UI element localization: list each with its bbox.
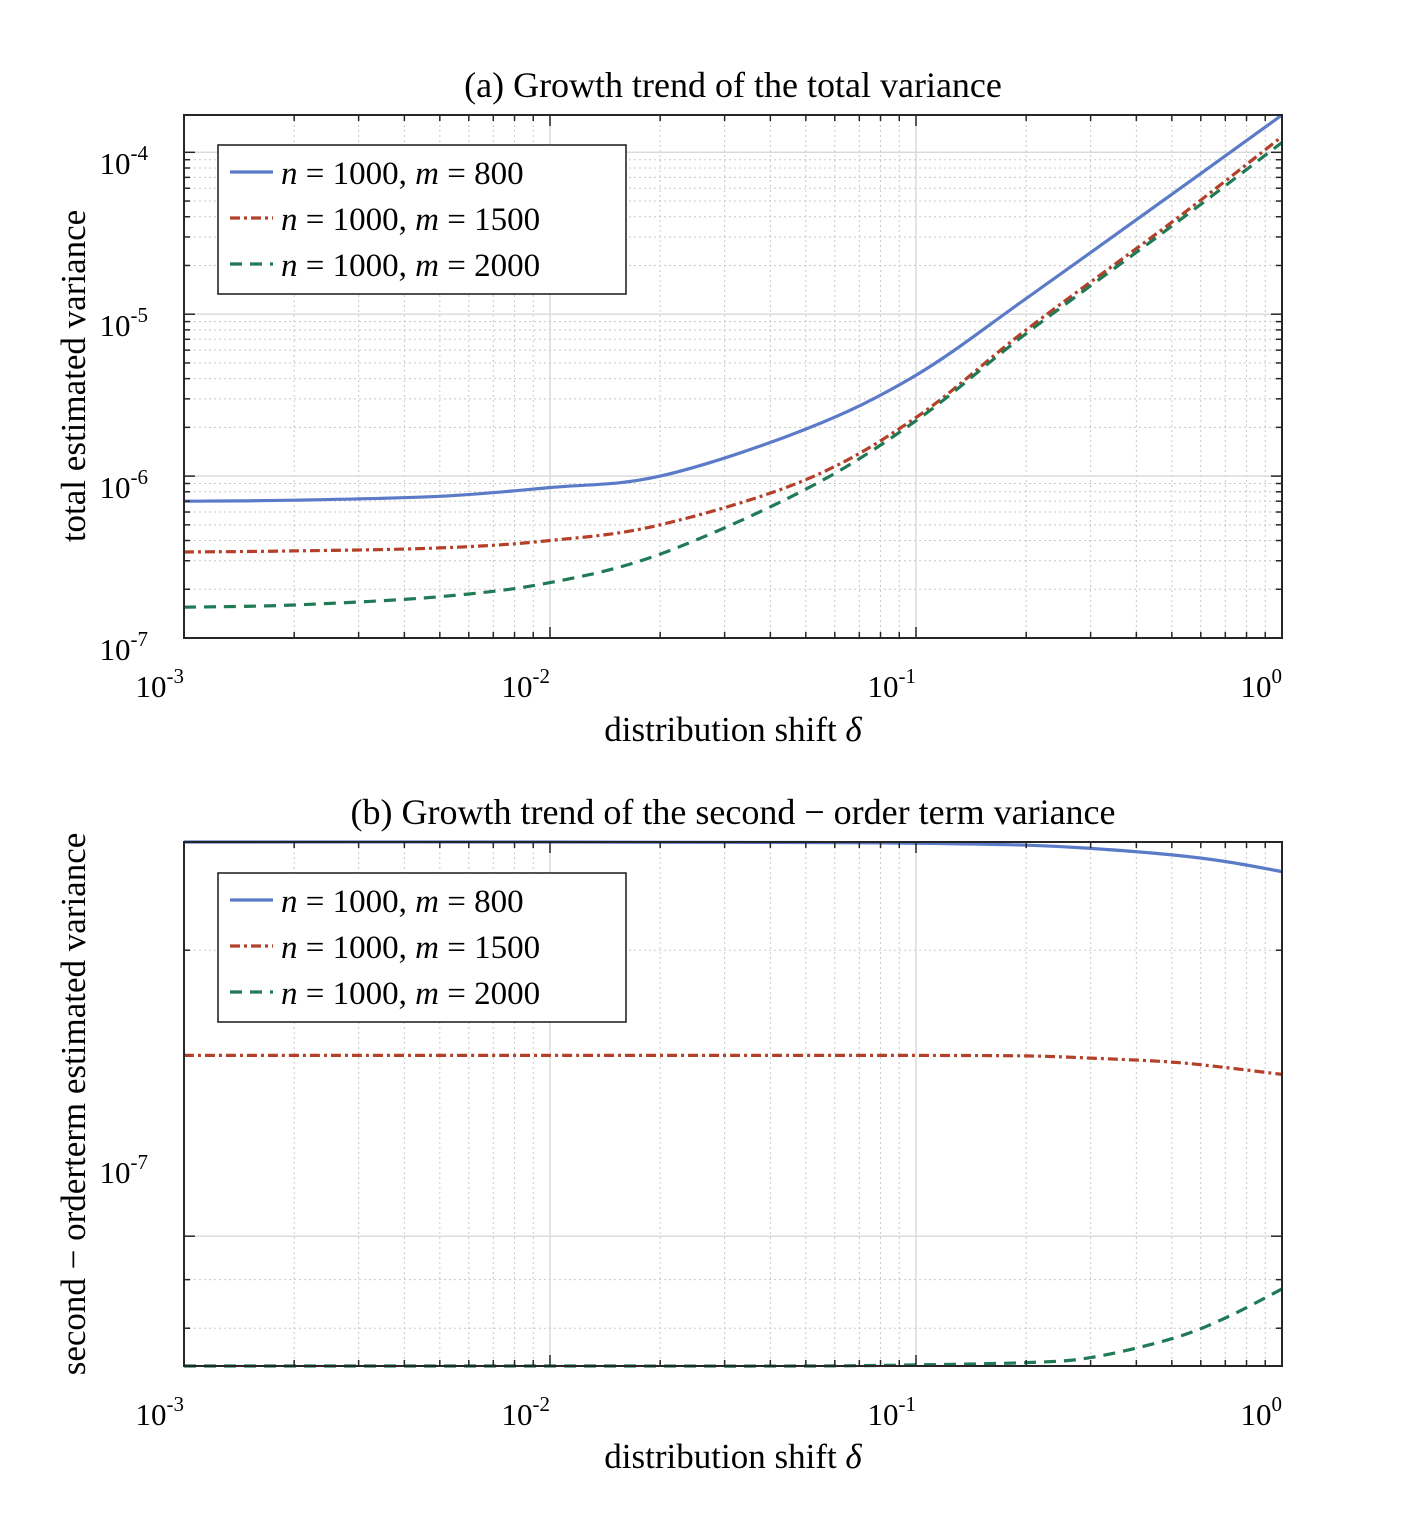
chart-b-legend-label-m800: n = 1000, m = 800 xyxy=(281,884,524,920)
chart-b-grid xyxy=(184,842,1282,1366)
chart-b-tick-marks xyxy=(183,842,1283,1366)
series-line-m1500 xyxy=(184,1053,1283,1076)
chart-b: (b) Growth trend of the second − order t… xyxy=(54,792,1283,1476)
chart-a-tick-marks xyxy=(183,115,1283,639)
chart-b-x-tick-label: 10-3 xyxy=(136,1392,185,1432)
chart-a-legend-label-m800: n = 1000, m = 800 xyxy=(281,156,524,192)
chart-b-legend: n = 1000, m = 800 n = 1000, m = 1500 n =… xyxy=(217,872,627,1023)
chart-b-y-tick-labels: 10-7 xyxy=(100,1150,149,1190)
chart-a-x-tick-label: 10-2 xyxy=(502,664,551,704)
series-line-m2000 xyxy=(183,141,1283,609)
chart-a-x-tick-labels: 10-3 10-2 10-1 100 xyxy=(136,664,1283,704)
chart-a-x-axis-label: distribution shift δ xyxy=(604,710,862,749)
chart-a-y-tick-labels: 10-7 10-6 10-5 10-4 xyxy=(100,141,149,667)
chart-b-x-tick-labels: 10-3 10-2 10-1 100 xyxy=(136,1392,1283,1432)
chart-b-legend-label-m2000: n = 1000, m = 2000 xyxy=(281,976,540,1012)
chart-a-axes-box xyxy=(183,114,1283,639)
series-line-m800 xyxy=(183,113,1283,503)
chart-b-title: (b) Growth trend of the second − order t… xyxy=(351,792,1116,832)
chart-a-grid xyxy=(184,115,1282,638)
chart-b-x-tick-label: 100 xyxy=(1241,1392,1283,1432)
chart-a-x-tick-label: 10-3 xyxy=(136,664,185,704)
chart-a-y-axis-label: total estimated variance xyxy=(54,210,93,542)
chart-a-x-tick-label: 10-1 xyxy=(868,664,917,704)
chart-b-legend-box xyxy=(217,872,627,1023)
chart-a-y-tick-label: 10-4 xyxy=(100,141,149,181)
chart-a-x-tick-label: 100 xyxy=(1241,664,1283,704)
chart-a-legend: n = 1000, m = 800 n = 1000, m = 1500 n =… xyxy=(217,144,627,295)
chart-a-series xyxy=(183,113,1283,609)
chart-a-y-tick-label: 10-6 xyxy=(100,465,149,505)
chart-b-y-axis-label: second − orderterm estimated variance xyxy=(54,833,93,1376)
chart-b-x-tick-label: 10-1 xyxy=(868,1392,917,1432)
series-line-m1500 xyxy=(183,135,1283,554)
chart-b-x-tick-label: 10-2 xyxy=(502,1392,551,1432)
chart-a-y-tick-label: 10-7 xyxy=(100,627,149,667)
chart-a-legend-box xyxy=(217,144,627,295)
chart-a-legend-label-m2000: n = 1000, m = 2000 xyxy=(281,248,540,284)
chart-a-legend-label-m1500: n = 1000, m = 1500 xyxy=(281,202,540,238)
chart-a-title: (a) Growth trend of the total variance xyxy=(464,65,1002,105)
chart-a-y-tick-label: 10-5 xyxy=(100,303,149,343)
chart-b-x-axis-label: distribution shift δ xyxy=(604,1437,862,1476)
chart-b-axes-box xyxy=(183,841,1283,1367)
chart-b-legend-label-m1500: n = 1000, m = 1500 xyxy=(281,930,540,966)
chart-b-y-tick-label: 10-7 xyxy=(100,1150,149,1190)
chart-a: (a) Growth trend of the total variance 1… xyxy=(54,65,1283,749)
